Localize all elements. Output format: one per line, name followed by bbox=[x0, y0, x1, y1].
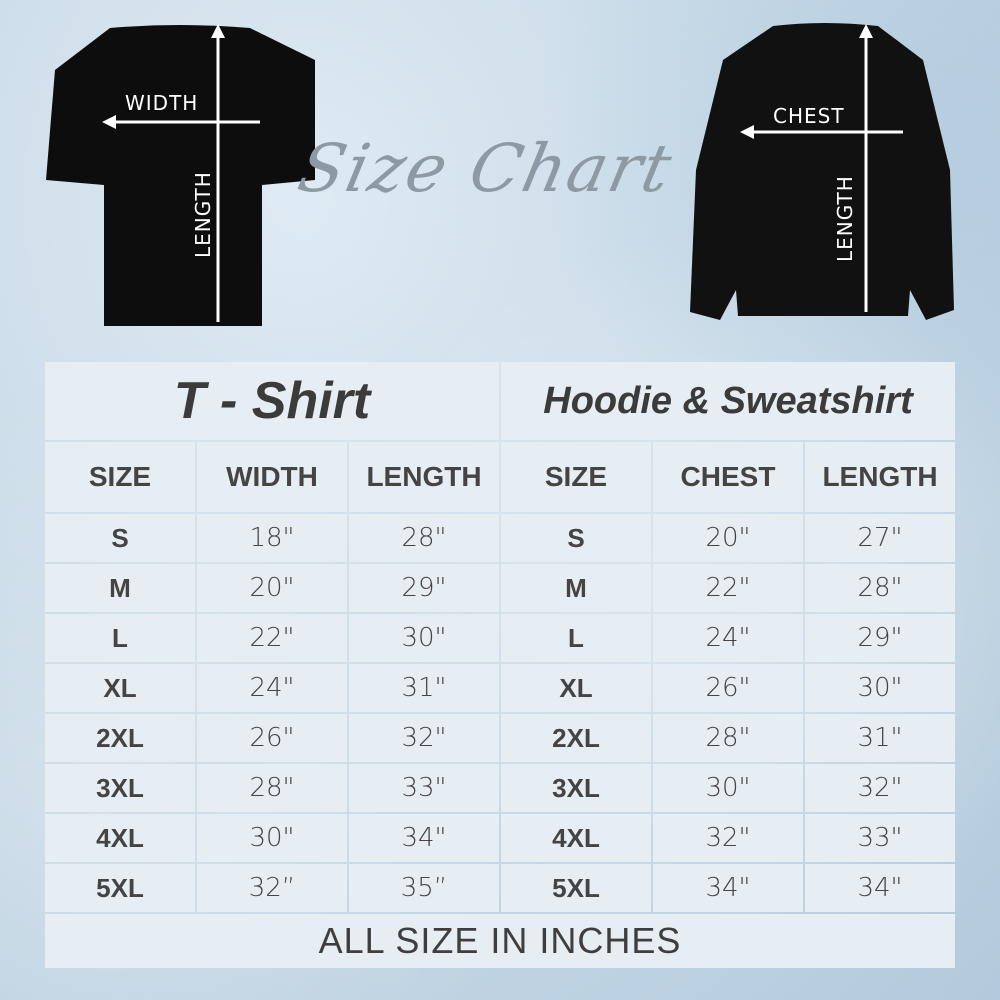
measurement-cell: 30" bbox=[805, 664, 955, 712]
size-cell: 3XL bbox=[45, 764, 195, 812]
size-cell: S bbox=[45, 514, 195, 562]
column-headers: SIZE WIDTH LENGTH SIZE CHEST LENGTH bbox=[45, 442, 955, 512]
column-header: SIZE bbox=[45, 442, 195, 512]
size-cell: 2XL bbox=[501, 714, 651, 762]
column-header: CHEST bbox=[653, 442, 803, 512]
tshirt-illustration: WIDTH LENGTH bbox=[46, 24, 315, 326]
table-row: XL 24" 31" XL 26" 30" bbox=[45, 664, 955, 712]
size-cell: L bbox=[45, 614, 195, 662]
measurement-cell: 26" bbox=[197, 714, 347, 762]
measurement-cell: 26" bbox=[653, 664, 803, 712]
measurement-cell: 28" bbox=[349, 514, 499, 562]
size-cell: XL bbox=[501, 664, 651, 712]
table-row: M 20" 29" M 22" 28" bbox=[45, 564, 955, 612]
size-cell: L bbox=[501, 614, 651, 662]
tshirt-section-title: T - Shirt bbox=[45, 362, 499, 440]
size-cell: M bbox=[45, 564, 195, 612]
size-cell: M bbox=[501, 564, 651, 612]
measurement-cell: 28" bbox=[805, 564, 955, 612]
table-row: 2XL 26" 32" 2XL 28" 31" bbox=[45, 714, 955, 762]
measurement-cell: 22" bbox=[653, 564, 803, 612]
measurement-cell: 28" bbox=[197, 764, 347, 812]
chest-label: CHEST bbox=[773, 104, 845, 128]
measurement-cell: 28" bbox=[653, 714, 803, 762]
size-chart-title: Size Chart bbox=[291, 130, 680, 207]
size-cell: 2XL bbox=[45, 714, 195, 762]
size-cell: XL bbox=[45, 664, 195, 712]
measurement-cell: 31" bbox=[805, 714, 955, 762]
measurement-cell: 27" bbox=[805, 514, 955, 562]
column-header: LENGTH bbox=[805, 442, 955, 512]
measurement-cell: 18" bbox=[197, 514, 347, 562]
table-row: S 18" 28" S 20" 27" bbox=[45, 514, 955, 562]
measurement-cell: 24" bbox=[653, 614, 803, 662]
measurement-cell: 24" bbox=[197, 664, 347, 712]
size-cell: 5XL bbox=[501, 864, 651, 912]
column-header: SIZE bbox=[501, 442, 651, 512]
width-label: WIDTH bbox=[125, 91, 198, 115]
measurement-cell: 35” bbox=[349, 864, 499, 912]
measurement-cell: 32" bbox=[349, 714, 499, 762]
measurement-cell: 34" bbox=[349, 814, 499, 862]
measurement-cell: 31" bbox=[349, 664, 499, 712]
measurement-cell: 20" bbox=[653, 514, 803, 562]
measurement-cell: 32" bbox=[653, 814, 803, 862]
length-label: LENGTH bbox=[191, 171, 215, 258]
measurement-cell: 32" bbox=[805, 764, 955, 812]
measurement-cell: 22" bbox=[197, 614, 347, 662]
measurement-cell: 20" bbox=[197, 564, 347, 612]
measurement-cell: 34" bbox=[805, 864, 955, 912]
size-cell: 4XL bbox=[45, 814, 195, 862]
measurement-cell: 33" bbox=[349, 764, 499, 812]
column-header: WIDTH bbox=[197, 442, 347, 512]
length-label: LENGTH bbox=[833, 175, 857, 262]
size-cell: 5XL bbox=[45, 864, 195, 912]
measurement-cell: 33" bbox=[805, 814, 955, 862]
column-header: LENGTH bbox=[349, 442, 499, 512]
measurement-cell: 30" bbox=[197, 814, 347, 862]
footer-note: ALL SIZE IN INCHES bbox=[45, 914, 955, 968]
sweatshirt-illustration: CHEST LENGTH bbox=[690, 23, 954, 320]
measurement-cell: 32” bbox=[197, 864, 347, 912]
hoodie-section-title: Hoodie & Sweatshirt bbox=[501, 362, 955, 440]
table-row: 4XL 30" 34" 4XL 32" 33" bbox=[45, 814, 955, 862]
measurement-cell: 30" bbox=[349, 614, 499, 662]
measurement-cell: 29" bbox=[349, 564, 499, 612]
size-cell: 4XL bbox=[501, 814, 651, 862]
table-row: 3XL 28" 33" 3XL 30" 32" bbox=[45, 764, 955, 812]
size-cell: S bbox=[501, 514, 651, 562]
table-row: 5XL 32” 35” 5XL 34" 34" bbox=[45, 864, 955, 912]
size-cell: 3XL bbox=[501, 764, 651, 812]
size-table: T - Shirt Hoodie & Sweatshirt SIZE WIDTH… bbox=[43, 360, 957, 970]
measurement-cell: 34" bbox=[653, 864, 803, 912]
measurement-cell: 29" bbox=[805, 614, 955, 662]
measurement-cell: 30" bbox=[653, 764, 803, 812]
table-row: L 22" 30" L 24" 29" bbox=[45, 614, 955, 662]
